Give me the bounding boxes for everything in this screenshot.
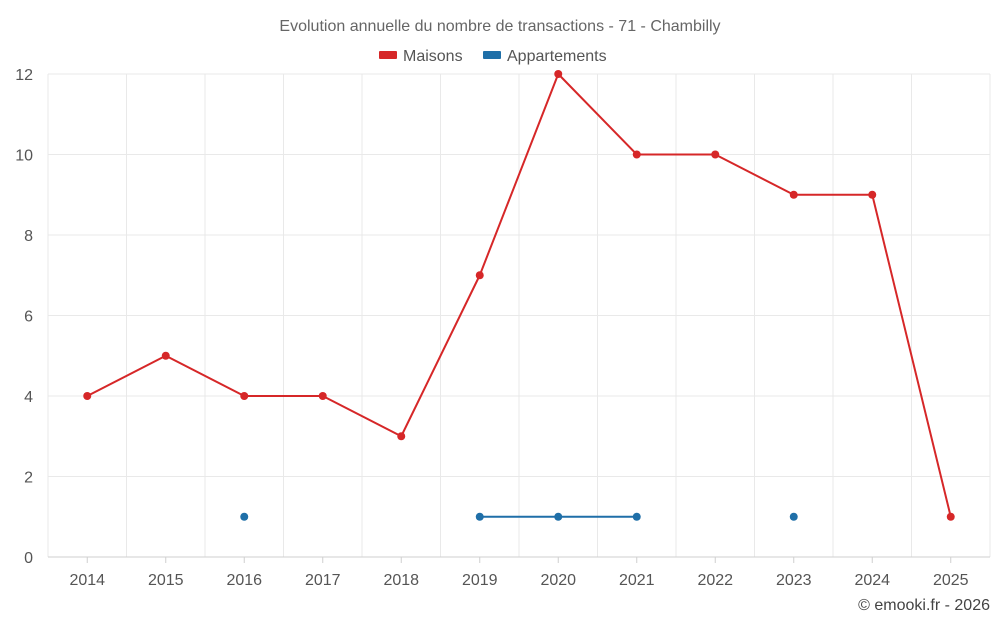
legend-swatch — [379, 51, 397, 59]
data-point — [711, 150, 720, 159]
y-tick-label: 4 — [24, 389, 33, 406]
data-point — [475, 271, 484, 280]
axes: 0 2 4 6 8 10 12 2014 2015 2016 2017 2018 2019 2020 202… — [15, 67, 990, 589]
series-line — [86, 73, 952, 517]
data-point — [240, 512, 249, 521]
data-point — [868, 190, 877, 199]
data-point — [161, 351, 170, 360]
y-tick-label: 2 — [24, 470, 33, 487]
x-tick-label: 2018 — [383, 572, 419, 589]
legend-label: Appartements — [507, 48, 607, 65]
data-point — [318, 392, 327, 400]
data-point — [554, 512, 563, 521]
grid — [47, 73, 991, 558]
data-point — [632, 150, 641, 159]
x-tick-label: 2023 — [776, 572, 812, 589]
data-point — [554, 70, 563, 78]
x-tick-label: 2021 — [619, 572, 655, 589]
x-tick-label: 2019 — [462, 572, 498, 589]
data-point — [240, 392, 249, 400]
data-point — [789, 512, 798, 521]
legend-swatch — [483, 51, 501, 59]
x-tick-label: 2015 — [148, 572, 184, 589]
x-tick-label: 2024 — [854, 572, 890, 589]
legend-label: Maisons — [403, 48, 463, 65]
y-tick-label: 10 — [15, 148, 33, 165]
series-layer — [83, 70, 955, 521]
y-tick-label: 8 — [24, 228, 33, 245]
y-tick-label: 12 — [15, 67, 33, 84]
data-point — [83, 392, 92, 400]
data-point — [475, 512, 484, 521]
x-tick-label: 2025 — [933, 572, 969, 589]
series-maisons — [83, 70, 955, 521]
x-tick-label: 2017 — [305, 572, 341, 589]
x-tick-label: 2016 — [226, 572, 262, 589]
data-point — [632, 512, 641, 521]
x-tick-label: 2020 — [540, 572, 576, 589]
chart-title: Evolution annuelle du nombre de transact… — [279, 18, 720, 35]
credit-text: © emooki.fr - 2026 — [858, 597, 990, 614]
x-tick-label: 2014 — [69, 572, 105, 589]
data-point — [789, 190, 798, 199]
x-tick-label: 2022 — [697, 572, 733, 589]
data-point — [397, 432, 406, 441]
data-point — [946, 512, 955, 521]
y-tick-label: 0 — [24, 550, 33, 567]
series-appartements — [240, 512, 798, 521]
legend: Maisons Appartements — [379, 48, 607, 65]
y-tick-label: 6 — [24, 309, 33, 326]
